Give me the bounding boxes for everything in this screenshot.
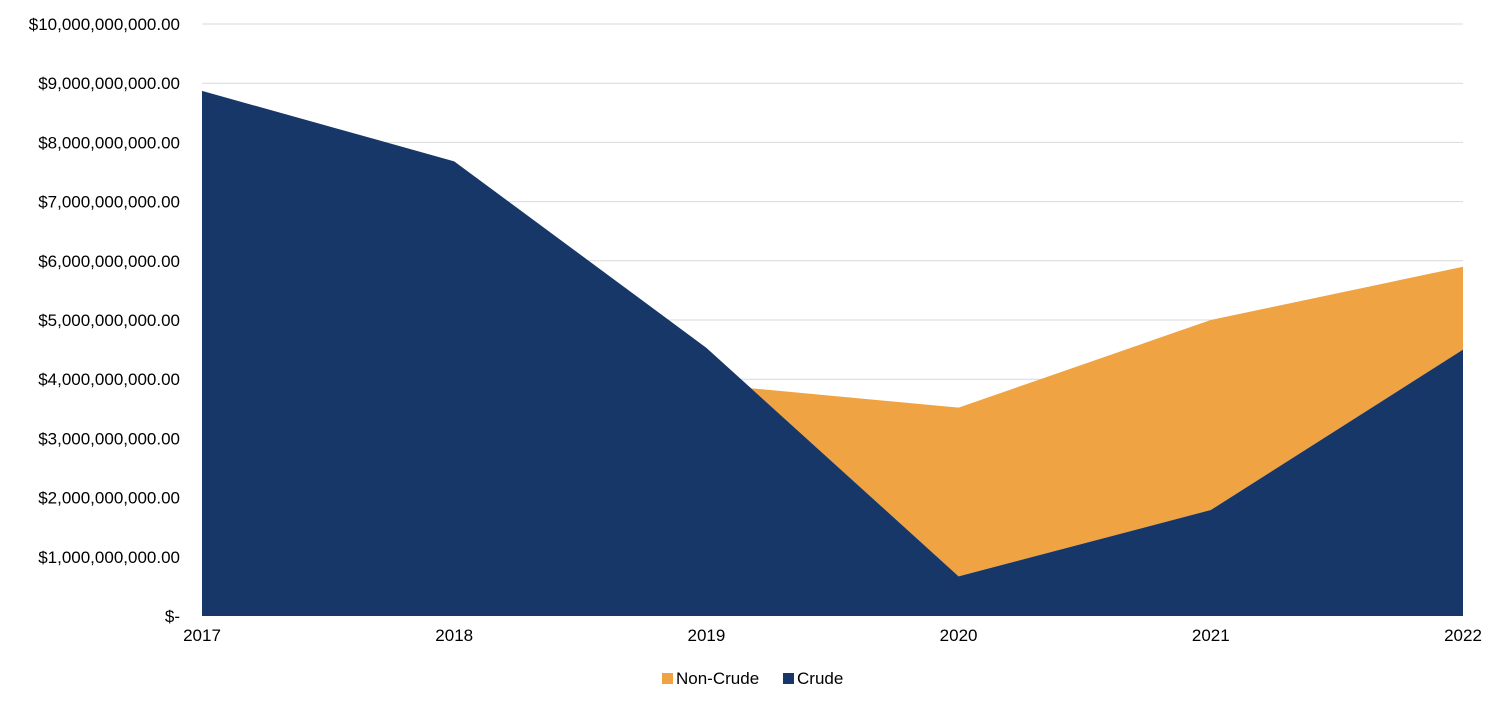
- y-tick-label: $7,000,000,000.00: [38, 193, 180, 212]
- y-tick-label: $2,000,000,000.00: [38, 489, 180, 508]
- x-tick-label: 2022: [1444, 626, 1482, 645]
- y-tick-label: $10,000,000,000.00: [29, 15, 180, 34]
- legend-label-non-crude: Non-Crude: [676, 669, 759, 688]
- legend-swatch-non-crude: [662, 673, 673, 684]
- plot-areas: [202, 90, 1463, 617]
- y-tick-label: $3,000,000,000.00: [38, 429, 180, 448]
- y-tick-label: $-: [165, 607, 180, 626]
- legend-label-crude: Crude: [797, 669, 843, 688]
- legend-swatch-crude: [783, 673, 794, 684]
- x-tick-label: 2021: [1192, 626, 1230, 645]
- x-tick-label: 2019: [687, 626, 725, 645]
- series-area-crude: [202, 90, 1463, 617]
- y-tick-label: $8,000,000,000.00: [38, 133, 180, 152]
- y-axis-ticks: $- $1,000,000,000.00 $2,000,000,000.00 $3,0…: [29, 15, 180, 626]
- y-tick-label: $9,000,000,000.00: [38, 74, 180, 93]
- x-tick-label: 2017: [183, 626, 221, 645]
- legend: Non-Crude Crude: [662, 669, 843, 688]
- x-tick-label: 2018: [435, 626, 473, 645]
- series-area-non-crude: [749, 266, 1463, 577]
- y-tick-label: $6,000,000,000.00: [38, 252, 180, 271]
- x-axis-ticks: 2017 2018 2019 2020 2021 2022: [183, 626, 1482, 645]
- y-tick-label: $4,000,000,000.00: [38, 370, 180, 389]
- y-tick-label: $1,000,000,000.00: [38, 548, 180, 567]
- y-tick-label: $5,000,000,000.00: [38, 311, 180, 330]
- x-tick-label: 2020: [940, 626, 978, 645]
